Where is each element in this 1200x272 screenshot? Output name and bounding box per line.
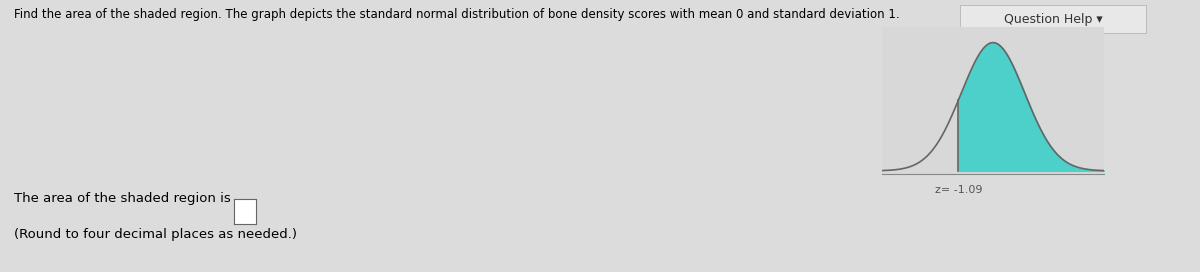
Text: Find the area of the shaded region. The graph depicts the standard normal distri: Find the area of the shaded region. The … [14,8,900,21]
Text: The area of the shaded region is: The area of the shaded region is [14,192,232,205]
Text: (Round to four decimal places as needed.): (Round to four decimal places as needed.… [14,228,298,242]
Text: Question Help ▾: Question Help ▾ [1003,13,1103,26]
Text: z= -1.09: z= -1.09 [935,185,982,195]
